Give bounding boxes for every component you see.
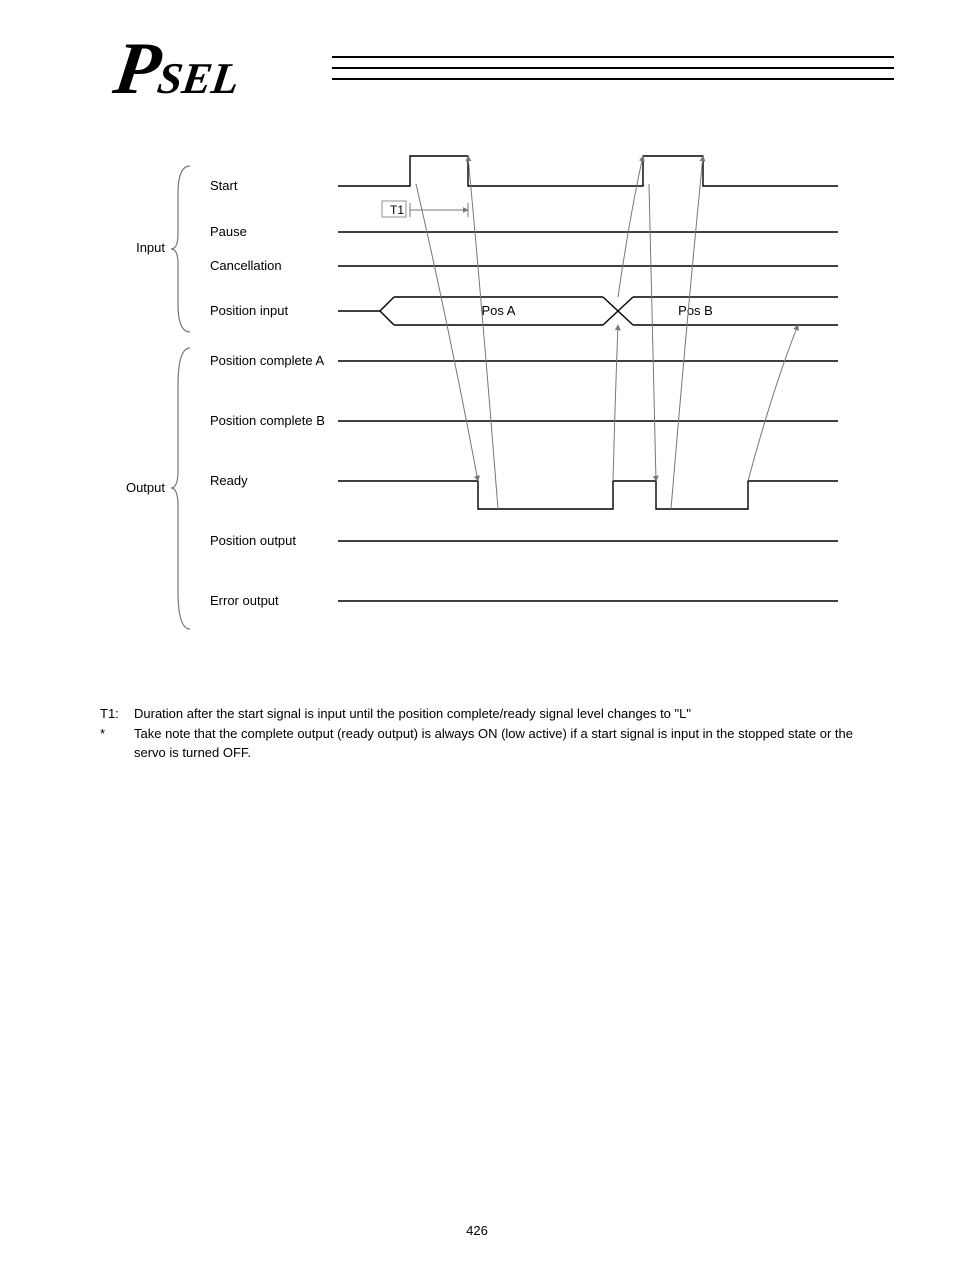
logo: P SEL xyxy=(115,32,239,106)
footnote-text-2: Take note that the complete output (read… xyxy=(134,724,884,763)
timing-chart: Input Output Start Pause Cancellation Po… xyxy=(60,136,894,676)
header-rule xyxy=(332,56,894,89)
footnote-bullet-1: T1: xyxy=(100,704,134,724)
label-compB: Position complete B xyxy=(210,413,325,428)
footnote-row-1: T1: Duration after the start signal is i… xyxy=(100,704,884,724)
label-posout: Position output xyxy=(210,533,296,548)
brace-input xyxy=(170,164,194,334)
label-start: Start xyxy=(210,178,237,193)
brace-output xyxy=(170,346,194,631)
footnote-text-1: Duration after the start signal is input… xyxy=(134,704,691,724)
label-error: Error output xyxy=(210,593,279,608)
label-posin: Position input xyxy=(210,303,288,318)
svg-text:Pos B: Pos B xyxy=(678,303,713,318)
input-caption: Input xyxy=(105,241,165,255)
footnote-bullet-2: * xyxy=(100,724,134,763)
svg-text:T1: T1 xyxy=(390,203,404,217)
footnotes: T1: Duration after the start signal is i… xyxy=(100,704,884,763)
label-pause: Pause xyxy=(210,224,247,239)
label-cancel: Cancellation xyxy=(210,258,282,273)
header: P SEL xyxy=(60,32,894,96)
output-caption: Output xyxy=(105,481,165,495)
label-compA: Position complete A xyxy=(210,353,324,368)
svg-text:Pos A: Pos A xyxy=(482,303,516,318)
signal-labels: Input Output Start Pause Cancellation Po… xyxy=(60,136,335,676)
timing-svg: HT1Pos APos BHHHHH xyxy=(338,136,848,646)
footnote-row-2: * Take note that the complete output (re… xyxy=(100,724,884,763)
label-ready: Ready xyxy=(210,473,248,488)
logo-rest: SEL xyxy=(155,57,242,101)
page-number: 426 xyxy=(60,1223,894,1238)
